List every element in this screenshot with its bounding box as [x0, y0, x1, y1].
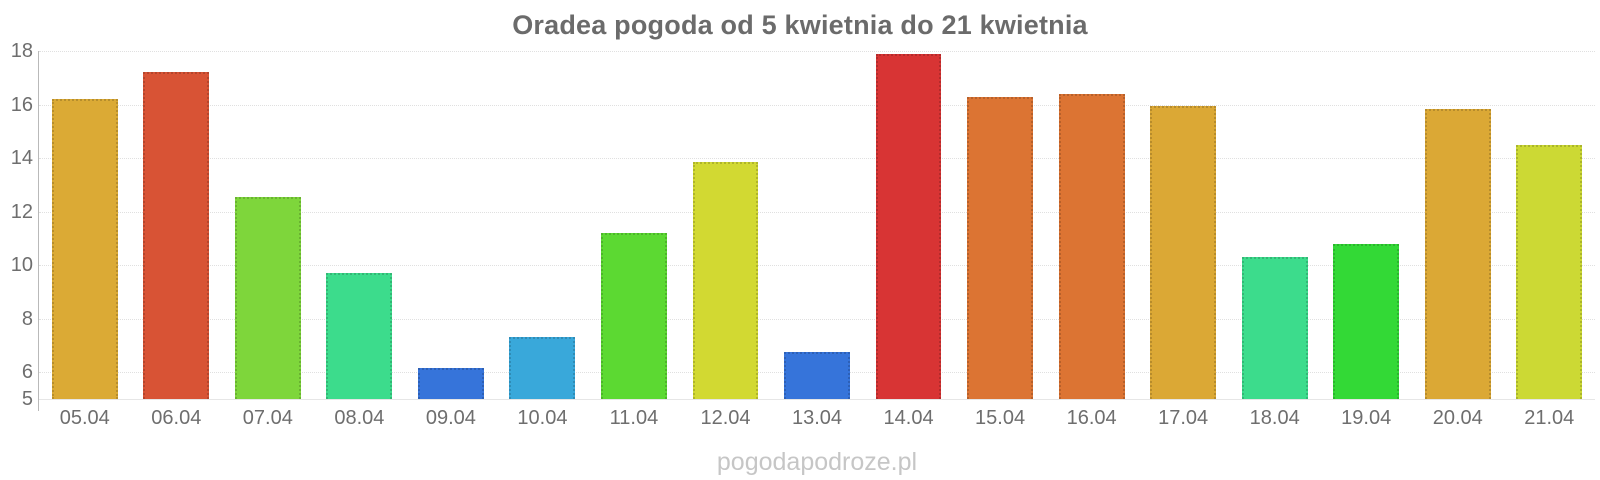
- y-axis-label-14: 14: [10, 147, 33, 170]
- bar-17.04[interactable]: [1150, 105, 1217, 399]
- y-axis-label-18: 18: [10, 40, 33, 62]
- bars-layer: [39, 51, 1595, 399]
- bar-slot-15.04: [954, 51, 1046, 399]
- bar-16.04[interactable]: [1058, 93, 1125, 399]
- y-axis-label-16: 16: [10, 93, 33, 116]
- gridline-18: [39, 51, 1595, 52]
- bar-05.04[interactable]: [51, 99, 118, 399]
- x-axis-label-11.04: 11.04: [609, 407, 659, 429]
- y-axis-label-12: 12: [10, 200, 33, 223]
- gridline-10: [39, 265, 1595, 267]
- bar-11.04[interactable]: [601, 233, 667, 399]
- x-axis-label-21.04: 21.04: [1524, 407, 1575, 429]
- chart-title: Oradea pogoda od 5 kwietnia do 21 kwietn…: [512, 10, 1088, 40]
- bar-14.04[interactable]: [875, 53, 942, 399]
- plot-area: [39, 51, 1595, 399]
- bar-08.04[interactable]: [326, 273, 393, 399]
- y-axis-label-8: 8: [21, 307, 33, 330]
- x-axis-label-05.04: 05.04: [59, 407, 110, 429]
- gridline-14: [39, 158, 1595, 160]
- bar-slot-19.04: [1320, 51, 1412, 399]
- bar-slot-21.04: [1504, 51, 1596, 399]
- bar-13.04[interactable]: [784, 352, 850, 399]
- x-axis-label-16.04: 16.04: [1066, 407, 1117, 429]
- x-axis-labels: 05.04 06.04 07.04 08.04 09.04 10.04 11.04 12.04…: [39, 407, 1595, 430]
- bar-slot-13.04: [771, 51, 863, 399]
- bar-slot-11.04: [588, 51, 680, 399]
- bar-19.04[interactable]: [1333, 243, 1400, 399]
- y-axis-label-6: 6: [21, 361, 33, 384]
- bar-slot-17.04: [1137, 51, 1229, 399]
- bar-20.04[interactable]: [1424, 108, 1491, 399]
- y-axis-label-5: 5: [21, 388, 33, 410]
- gridline-12: [39, 211, 1595, 213]
- bar-07.04[interactable]: [234, 196, 301, 399]
- bar-21.04[interactable]: [1516, 144, 1583, 399]
- bar-slot-09.04: [405, 51, 497, 399]
- x-axis-label-15.04: 15.04: [975, 407, 1026, 429]
- x-axis-label-10.04: 10.04: [517, 407, 568, 429]
- bar-slot-18.04: [1229, 51, 1321, 399]
- bar-slot-14.04: [863, 51, 955, 399]
- bar-slot-07.04: [222, 51, 314, 399]
- x-axis-label-19.04: 19.04: [1341, 407, 1392, 429]
- x-axis-label-17.04: 17.04: [1158, 407, 1209, 429]
- y-axis-label-10: 10: [10, 254, 33, 277]
- bar-slot-16.04: [1046, 51, 1138, 399]
- x-axis-label-20.04: 20.04: [1432, 407, 1483, 429]
- bar-slot-08.04: [314, 51, 406, 399]
- y-axis-line: [38, 51, 39, 411]
- bar-15.04[interactable]: [967, 96, 1034, 399]
- bar-slot-10.04: [497, 51, 589, 399]
- bar-slot-12.04: [680, 51, 772, 399]
- bar-18.04[interactable]: [1241, 257, 1308, 399]
- bar-10.04[interactable]: [509, 337, 576, 399]
- bar-slot-06.04: [131, 51, 223, 399]
- x-axis-line: [39, 399, 1595, 400]
- bar-slot-05.04: [39, 51, 131, 399]
- x-axis-label-06.04: 06.04: [151, 407, 202, 429]
- x-axis-label-13.04: 13.04: [791, 407, 843, 429]
- x-axis-label-18.04: 18.04: [1249, 407, 1300, 429]
- x-axis-label-09.04: 09.04: [425, 407, 476, 429]
- watermark: pogodapodroze.pl: [716, 448, 918, 476]
- x-axis-label-07.04: 07.04: [242, 407, 293, 429]
- bar-slot-20.04: [1412, 51, 1504, 399]
- bar-09.04[interactable]: [417, 368, 484, 399]
- gridline-16: [39, 104, 1595, 106]
- bar-06.04[interactable]: [143, 72, 210, 399]
- bar-12.04[interactable]: [692, 162, 759, 399]
- x-axis-label-12.04: 12.04: [700, 407, 751, 429]
- x-axis-label-14.04: 14.04: [883, 407, 934, 429]
- gridline-8: [39, 318, 1595, 320]
- x-axis-label-08.04: 08.04: [334, 407, 385, 429]
